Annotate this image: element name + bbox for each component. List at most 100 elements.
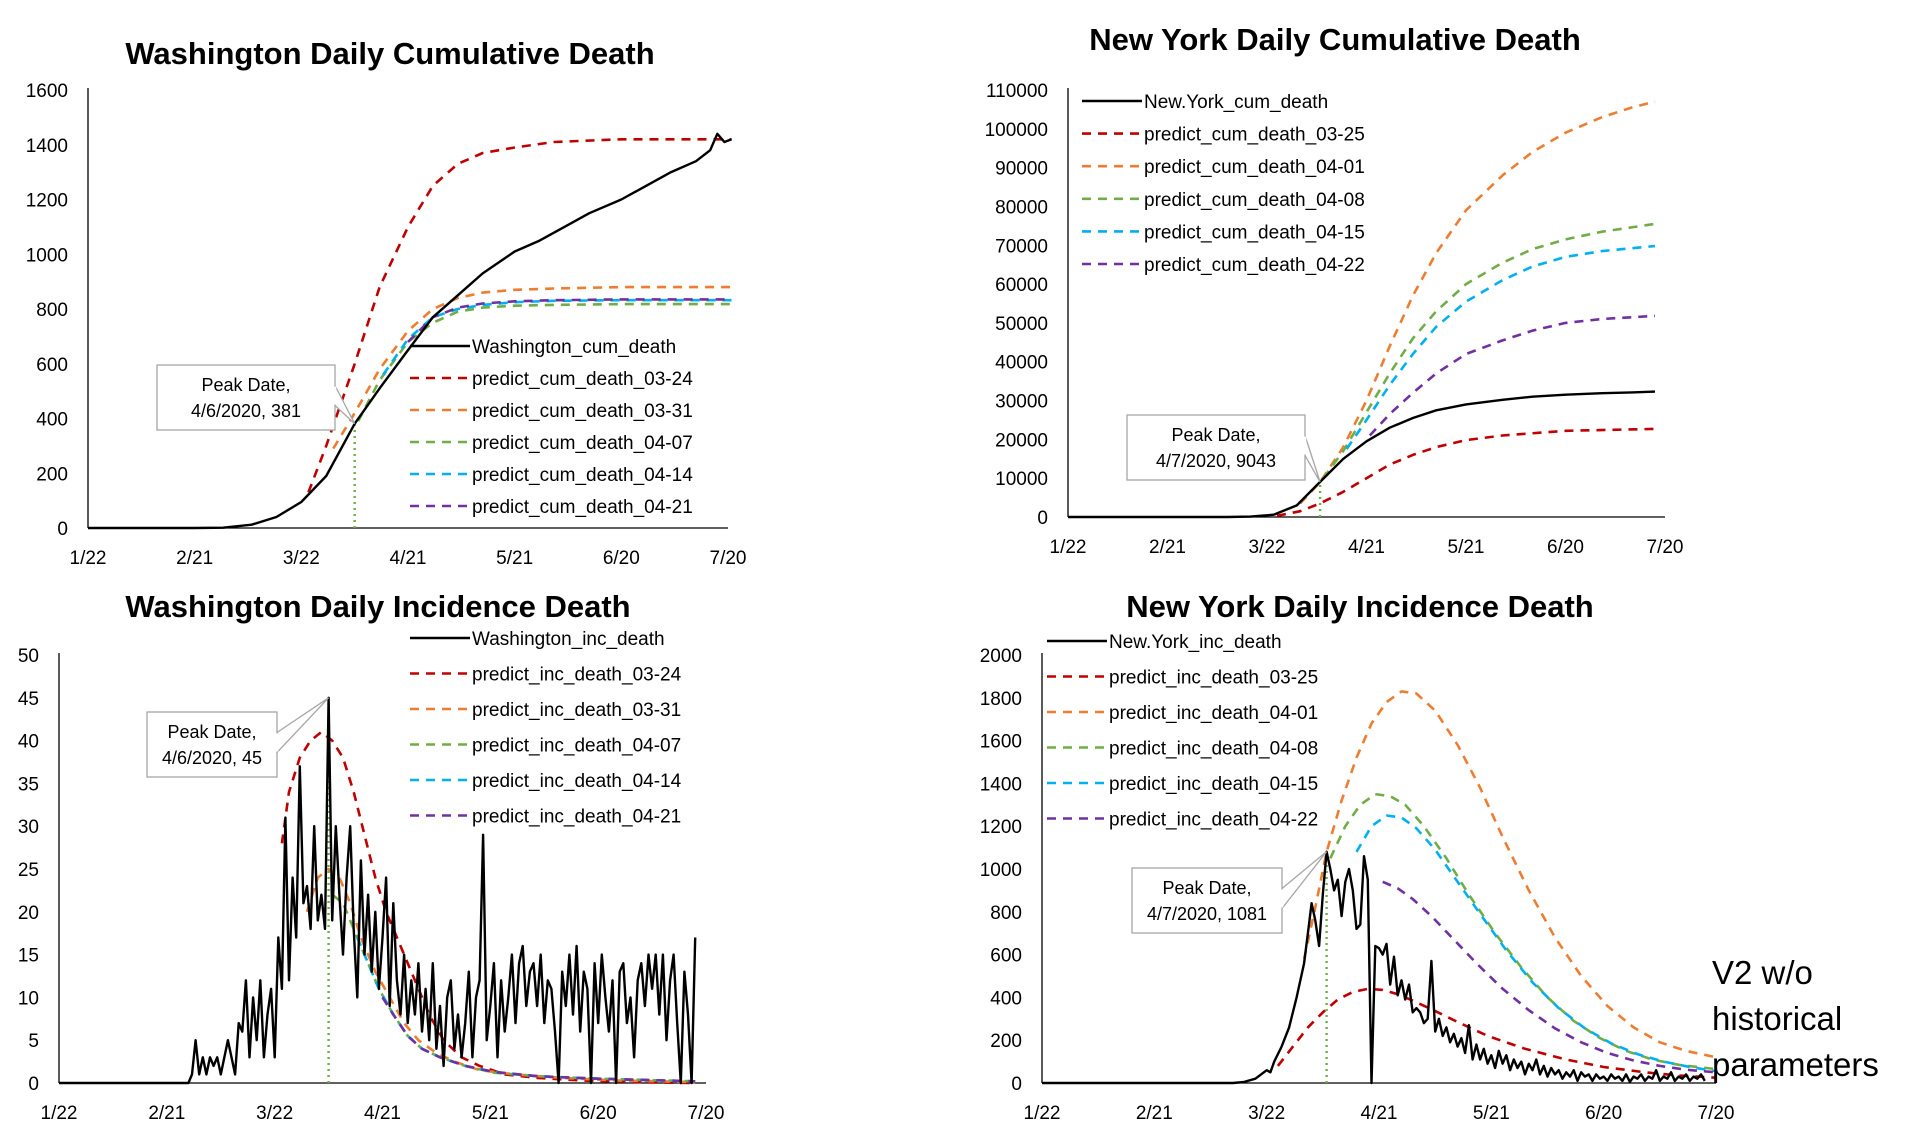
series-line-predict_inc_death_04-08 (1329, 792, 1717, 1071)
chart-2: New York Daily Cumulative Death 0 10000 200… (985, 22, 1684, 558)
series-line-predict_cum_death_04-14 (382, 298, 732, 376)
callout-box (1126, 414, 1306, 481)
legend-label: predict_cum_death_04-21 (472, 497, 693, 518)
legend: New.York_inc_death predict_inc_death_03-2… (1047, 632, 1318, 831)
x-tick-label: 2/21 (176, 548, 213, 569)
y-tick-label: 600 (990, 946, 1022, 967)
legend-label: predict_inc_death_04-08 (1109, 739, 1318, 760)
y-tick-label: 40 (18, 732, 39, 753)
y-tick-label: 35 (18, 774, 39, 795)
observed-line (1042, 850, 1706, 1085)
y-tick-label: 200 (990, 1031, 1022, 1052)
x-tick-label: 2/21 (148, 1103, 185, 1124)
legend-label: predict_cum_death_03-24 (472, 369, 693, 390)
callout-text-line: Peak Date, (1162, 878, 1251, 898)
y-tick-label: 50 (18, 646, 39, 667)
legend-label: predict_inc_death_04-07 (472, 736, 681, 757)
side-note-line-2: historical (1712, 1000, 1843, 1037)
x-tick-label: 3/22 (256, 1103, 293, 1124)
y-tick-label: 110000 (986, 81, 1048, 102)
x-tick-label: 5/21 (1448, 537, 1485, 558)
callout-text-line: 4/7/2020, 1081 (1147, 904, 1267, 924)
legend-label: New.York_inc_death (1109, 632, 1282, 653)
series-line-predict_inc_death_03-31 (305, 867, 696, 1084)
peak-callout: Peak Date, 4/7/2020, 1081 (1131, 851, 1328, 934)
y-tick-label: 100000 (985, 120, 1048, 141)
series-line-predict_cum_death_04-15 (1345, 244, 1656, 450)
x-tick-label: 1/22 (70, 548, 107, 569)
series-line-predict_cum_death_04-08 (1322, 222, 1656, 479)
legend-label: predict_cum_death_03-25 (1144, 125, 1365, 146)
legend: Washington_cum_death predict_cum_death_03… (410, 337, 693, 518)
callout-text-line: Peak Date, (201, 375, 290, 395)
x-tick-label: 1/22 (1050, 537, 1087, 558)
x-tick-label: 3/22 (1249, 537, 1286, 558)
y-tick-label: 1400 (980, 774, 1022, 795)
callout-box (1131, 867, 1283, 934)
legend-label: predict_inc_death_03-24 (472, 665, 682, 686)
series-line-predict_inc_death_04-21 (381, 996, 696, 1083)
observed-line (1068, 390, 1656, 519)
x-tick-label: 5/21 (472, 1103, 509, 1124)
y-tick-label: 10000 (995, 469, 1048, 490)
series-line-predict_cum_death_04-22 (1368, 314, 1656, 437)
chart-title: New York Daily Cumulative Death (1089, 22, 1581, 57)
y-tick-label: 1800 (980, 689, 1022, 710)
x-tick-label: 2/21 (1136, 1103, 1173, 1124)
x-tick-label: 7/20 (688, 1103, 725, 1124)
x-tick-label: 2/21 (1149, 537, 1186, 558)
side-note-line-3: parameters (1712, 1046, 1879, 1083)
y-tick-label: 25 (18, 860, 39, 881)
y-tick-label: 800 (36, 300, 68, 321)
y-tick-label: 15 (18, 946, 39, 967)
chart-1: Washington Daily Cumulative Death 0 200 400… (26, 36, 747, 569)
series-line-predict_inc_death_03-24 (280, 730, 696, 1085)
legend-label: predict_cum_death_04-07 (472, 433, 693, 454)
y-tick-label: 50000 (995, 314, 1048, 335)
x-tick-label: 6/20 (1547, 537, 1584, 558)
x-tick-label: 3/22 (283, 548, 320, 569)
legend-label: predict_inc_death_04-21 (472, 807, 681, 828)
x-tick-label: 1/22 (1024, 1103, 1061, 1124)
x-tick-label: 4/21 (1348, 537, 1385, 558)
x-tick-label: 4/21 (1361, 1103, 1398, 1124)
y-tick-label: 0 (1011, 1074, 1022, 1095)
y-tick-label: 1600 (26, 81, 68, 102)
legend-label: predict_cum_death_04-14 (472, 465, 693, 486)
y-tick-label: 400 (990, 988, 1022, 1009)
y-tick-label: 1600 (980, 732, 1022, 753)
legend-label: predict_cum_death_03-31 (472, 401, 693, 422)
legend-label: predict_inc_death_04-01 (1109, 703, 1318, 724)
x-tick-label: 6/20 (603, 548, 640, 569)
callout-text-line: 4/6/2020, 45 (162, 748, 262, 768)
peak-callout: Peak Date, 4/6/2020, 45 (146, 697, 330, 778)
legend-label: Washington_cum_death (472, 337, 676, 358)
series-line-predict_cum_death_04-01 (1299, 100, 1656, 505)
series-line-predict_cum_death_04-21 (407, 298, 732, 343)
y-tick-label: 60000 (995, 275, 1048, 296)
peak-callout: Peak Date, 4/7/2020, 9043 (1126, 414, 1321, 483)
y-tick-label: 0 (28, 1074, 39, 1095)
observed-line (88, 132, 733, 530)
legend-label: predict_inc_death_04-15 (1109, 774, 1318, 795)
series-line-predict_inc_death_04-15 (1355, 814, 1717, 1073)
x-tick-label: 5/21 (1473, 1103, 1510, 1124)
legend-label: predict_inc_death_04-14 (472, 771, 682, 792)
x-tick-label: 4/21 (364, 1103, 401, 1124)
legend-label: predict_cum_death_04-01 (1144, 157, 1365, 178)
chart-title: Washington Daily Incidence Death (125, 589, 630, 624)
y-tick-label: 20 (18, 903, 39, 924)
y-tick-label: 1000 (980, 860, 1022, 881)
x-tick-label: 5/21 (496, 548, 533, 569)
series-line-predict_inc_death_03-25 (1276, 987, 1717, 1079)
y-tick-label: 1200 (980, 817, 1022, 838)
y-tick-label: 1400 (26, 136, 68, 157)
x-tick-label: 6/20 (1585, 1103, 1622, 1124)
x-tick-label: 6/20 (580, 1103, 617, 1124)
y-tick-label: 0 (57, 519, 68, 540)
callout-text-line: 4/6/2020, 381 (191, 401, 301, 421)
legend-label: predict_inc_death_04-22 (1109, 810, 1318, 831)
y-tick-label: 600 (36, 355, 68, 376)
series-line-predict_inc_death_04-22 (1382, 880, 1717, 1074)
